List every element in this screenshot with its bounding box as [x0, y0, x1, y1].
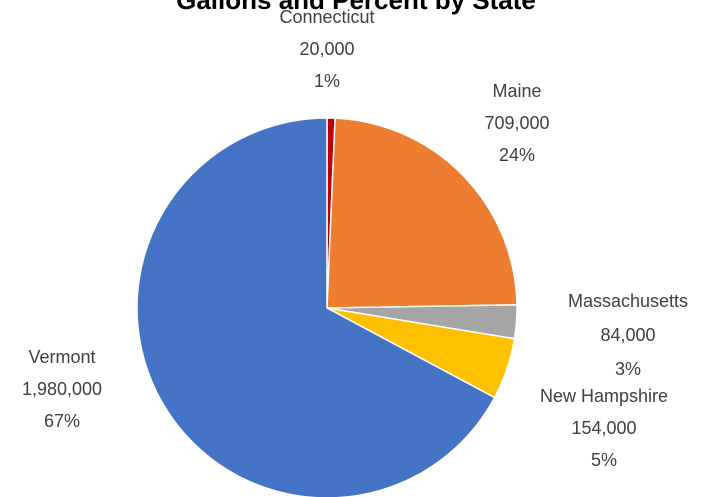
slice-label-value: 154,000 — [571, 418, 636, 438]
slice-label-value: 20,000 — [299, 39, 354, 59]
slice-label-value: 709,000 — [484, 113, 549, 133]
chart-title: Gallons and Percent by State — [176, 0, 536, 15]
slice-label-percent: 5% — [591, 450, 617, 470]
slice-label-percent: 3% — [615, 359, 641, 379]
slice-label-name: Vermont — [28, 347, 95, 367]
pie-slice — [326, 117, 518, 309]
slice-label-percent: 1% — [314, 71, 340, 91]
slice-label-name: Massachusetts — [568, 291, 688, 311]
slice-label-value: 1,980,000 — [22, 379, 102, 399]
slice-label-value: 84,000 — [600, 325, 655, 345]
slice-label-percent: 67% — [44, 411, 80, 431]
slice-label-name: Maine — [492, 81, 541, 101]
slice-label-name: Connecticut — [279, 7, 374, 27]
slice-label-percent: 24% — [499, 145, 535, 165]
pie-slice — [136, 117, 496, 497]
slice-label-name: New Hampshire — [540, 386, 668, 406]
